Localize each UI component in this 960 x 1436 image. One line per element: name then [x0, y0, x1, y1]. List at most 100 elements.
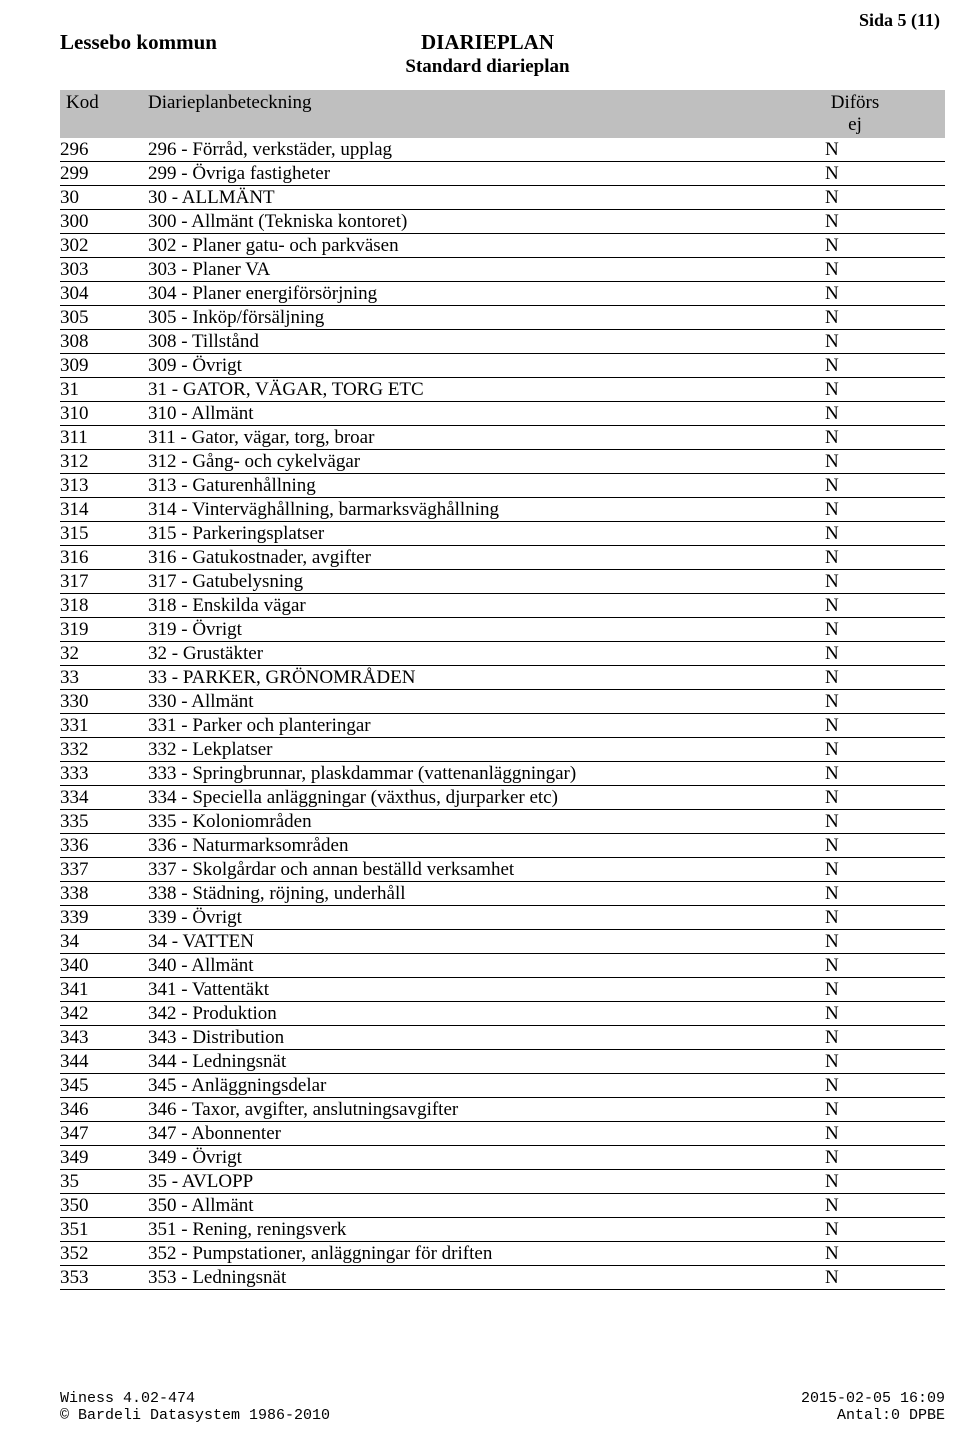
cell-kod: 347: [60, 1122, 148, 1146]
cell-kod: 305: [60, 306, 148, 330]
cell-kod: 352: [60, 1242, 148, 1266]
cell-difors: N: [825, 1194, 945, 1218]
page-number: Sida 5 (11): [859, 10, 940, 31]
cell-difors: N: [825, 378, 945, 402]
cell-kod: 312: [60, 450, 148, 474]
table-row: 335335 - KoloniområdenN: [60, 810, 945, 834]
cell-difors: N: [825, 666, 945, 690]
table-row: 309309 - ÖvrigtN: [60, 354, 945, 378]
table-row: 299299 - Övriga fastigheterN: [60, 162, 945, 186]
cell-difors: N: [825, 594, 945, 618]
cell-kod: 339: [60, 906, 148, 930]
table-row: 338338 - Städning, röjning, underhållN: [60, 882, 945, 906]
cell-difors: N: [825, 258, 945, 282]
cell-kod: 341: [60, 978, 148, 1002]
cell-beteckning: 312 - Gång- och cykelvägar: [148, 450, 825, 474]
cell-beteckning: 318 - Enskilda vägar: [148, 594, 825, 618]
table-row: 343343 - DistributionN: [60, 1026, 945, 1050]
cell-kod: 333: [60, 762, 148, 786]
cell-kod: 351: [60, 1218, 148, 1242]
table-row: 3535 - AVLOPPN: [60, 1170, 945, 1194]
cell-kod: 336: [60, 834, 148, 858]
table-row: 352352 - Pumpstationer, anläggningar för…: [60, 1242, 945, 1266]
cell-difors: N: [825, 210, 945, 234]
cell-kod: 349: [60, 1146, 148, 1170]
table-row: 330330 - AllmäntN: [60, 690, 945, 714]
cell-beteckning: 330 - Allmänt: [148, 690, 825, 714]
cell-beteckning: 351 - Rening, reningsverk: [148, 1218, 825, 1242]
table-row: 339339 - ÖvrigtN: [60, 906, 945, 930]
cell-difors: N: [825, 498, 945, 522]
cell-difors: N: [825, 1098, 945, 1122]
cell-kod: 350: [60, 1194, 148, 1218]
cell-beteckning: 343 - Distribution: [148, 1026, 825, 1050]
cell-difors: N: [825, 1026, 945, 1050]
cell-kod: 346: [60, 1098, 148, 1122]
cell-kod: 335: [60, 810, 148, 834]
cell-beteckning: 30 - ALLMÄNT: [148, 186, 825, 210]
cell-beteckning: 347 - Abonnenter: [148, 1122, 825, 1146]
table-row: 342342 - ProduktionN: [60, 1002, 945, 1026]
table-row: 337337 - Skolgårdar och annan beställd v…: [60, 858, 945, 882]
cell-difors: N: [825, 858, 945, 882]
cell-difors: N: [825, 450, 945, 474]
cell-kod: 317: [60, 570, 148, 594]
cell-difors: N: [825, 810, 945, 834]
cell-difors: N: [825, 738, 945, 762]
cell-difors: N: [825, 978, 945, 1002]
cell-kod: 32: [60, 642, 148, 666]
cell-difors: N: [825, 402, 945, 426]
table-row: 319319 - ÖvrigtN: [60, 618, 945, 642]
cell-beteckning: 346 - Taxor, avgifter, anslutningsavgift…: [148, 1098, 825, 1122]
cell-beteckning: 332 - Lekplatser: [148, 738, 825, 762]
table-row: 313313 - GaturenhållningN: [60, 474, 945, 498]
footer-count: Antal:0 DPBE: [837, 1407, 945, 1424]
cell-beteckning: 337 - Skolgårdar och annan beställd verk…: [148, 858, 825, 882]
cell-difors: N: [825, 522, 945, 546]
document-footer: Winess 4.02-474 2015-02-05 16:09 © Barde…: [60, 1390, 945, 1424]
cell-kod: 310: [60, 402, 148, 426]
table-row: 350350 - AllmäntN: [60, 1194, 945, 1218]
cell-kod: 33: [60, 666, 148, 690]
cell-beteckning: 319 - Övrigt: [148, 618, 825, 642]
cell-kod: 337: [60, 858, 148, 882]
cell-difors: N: [825, 1170, 945, 1194]
table-row: 304304 - Planer energiförsörjningN: [60, 282, 945, 306]
table-row: 333333 - Springbrunnar, plaskdammar (vat…: [60, 762, 945, 786]
table-row: 315315 - ParkeringsplatserN: [60, 522, 945, 546]
cell-kod: 334: [60, 786, 148, 810]
table-row: 302302 - Planer gatu- och parkväsenN: [60, 234, 945, 258]
column-header-beteckning: Diarieplanbeteckning: [148, 92, 312, 114]
cell-beteckning: 317 - Gatubelysning: [148, 570, 825, 594]
cell-beteckning: 331 - Parker och planteringar: [148, 714, 825, 738]
cell-beteckning: 353 - Ledningsnät: [148, 1266, 825, 1290]
cell-difors: N: [825, 906, 945, 930]
cell-beteckning: 315 - Parkeringsplatser: [148, 522, 825, 546]
cell-difors: N: [825, 186, 945, 210]
cell-difors: N: [825, 1242, 945, 1266]
cell-difors: N: [825, 762, 945, 786]
table-row: 318318 - Enskilda vägarN: [60, 594, 945, 618]
cell-beteckning: 304 - Planer energiförsörjning: [148, 282, 825, 306]
cell-beteckning: 342 - Produktion: [148, 1002, 825, 1026]
cell-beteckning: 32 - Grustäkter: [148, 642, 825, 666]
column-header-ej: ej: [825, 114, 885, 136]
cell-beteckning: 344 - Ledningsnät: [148, 1050, 825, 1074]
cell-kod: 35: [60, 1170, 148, 1194]
cell-kod: 316: [60, 546, 148, 570]
cell-beteckning: 313 - Gaturenhållning: [148, 474, 825, 498]
table-row: 344344 - LedningsnätN: [60, 1050, 945, 1074]
cell-kod: 338: [60, 882, 148, 906]
cell-kod: 299: [60, 162, 148, 186]
table-row: 303303 - Planer VAN: [60, 258, 945, 282]
diarieplan-table: 296296 - Förråd, verkstäder, upplagN2992…: [60, 138, 945, 1290]
column-header-difors: Diförs: [825, 92, 885, 114]
cell-beteckning: 345 - Anläggningsdelar: [148, 1074, 825, 1098]
cell-kod: 313: [60, 474, 148, 498]
cell-beteckning: 35 - AVLOPP: [148, 1170, 825, 1194]
table-row: 334334 - Speciella anläggningar (växthus…: [60, 786, 945, 810]
table-row: 346346 - Taxor, avgifter, anslutningsavg…: [60, 1098, 945, 1122]
table-row: 340340 - AllmäntN: [60, 954, 945, 978]
cell-beteckning: 340 - Allmänt: [148, 954, 825, 978]
table-row: 3131 - GATOR, VÄGAR, TORG ETCN: [60, 378, 945, 402]
